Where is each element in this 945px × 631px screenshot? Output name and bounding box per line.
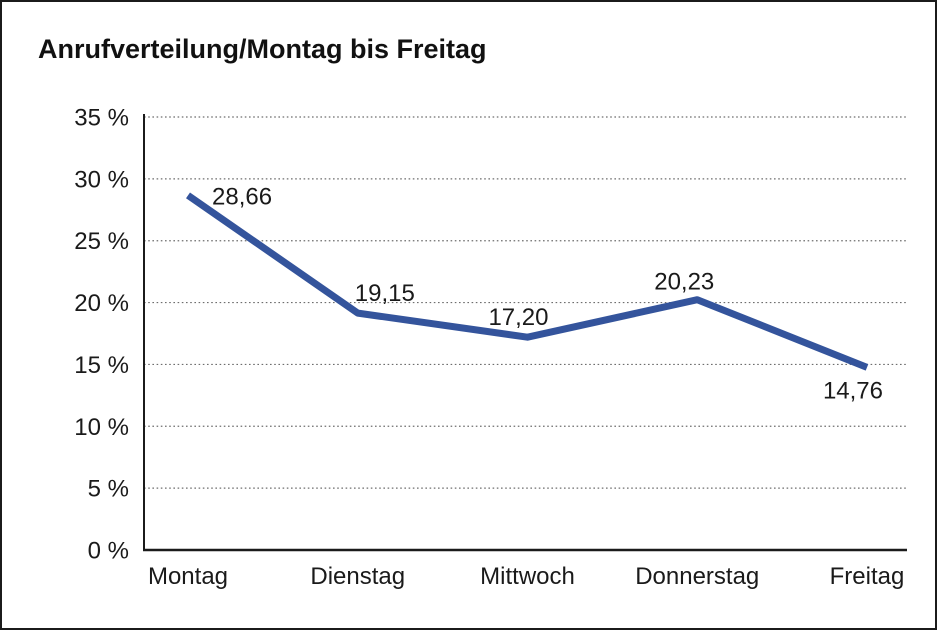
- y-tick-label: 5 %: [88, 476, 129, 503]
- data-point-label: 17,20: [488, 304, 548, 331]
- data-point-label: 20,23: [654, 269, 714, 296]
- y-tick-label: 15 %: [74, 352, 129, 379]
- x-category-label: Mittwoch: [480, 563, 575, 590]
- data-series-line: [186, 192, 869, 371]
- x-category-label: Freitag: [830, 563, 905, 590]
- y-tick-label: 0 %: [88, 538, 129, 565]
- y-tick-label: 10 %: [74, 414, 129, 441]
- y-tick-label: 20 %: [74, 290, 129, 317]
- x-category-label: Montag: [148, 563, 228, 590]
- x-category-label: Donnerstag: [635, 563, 759, 590]
- data-point-label: 28,66: [212, 183, 272, 210]
- chart-title: Anrufverteilung/Montag bis Freitag: [38, 34, 487, 64]
- x-category-label: Dienstag: [310, 563, 405, 590]
- data-point-label: 19,15: [355, 280, 415, 307]
- data-point-label: 14,76: [823, 377, 883, 404]
- y-tick-label: 35 %: [74, 105, 129, 132]
- y-tick-label: 25 %: [74, 228, 129, 255]
- y-tick-label: 30 %: [74, 166, 129, 193]
